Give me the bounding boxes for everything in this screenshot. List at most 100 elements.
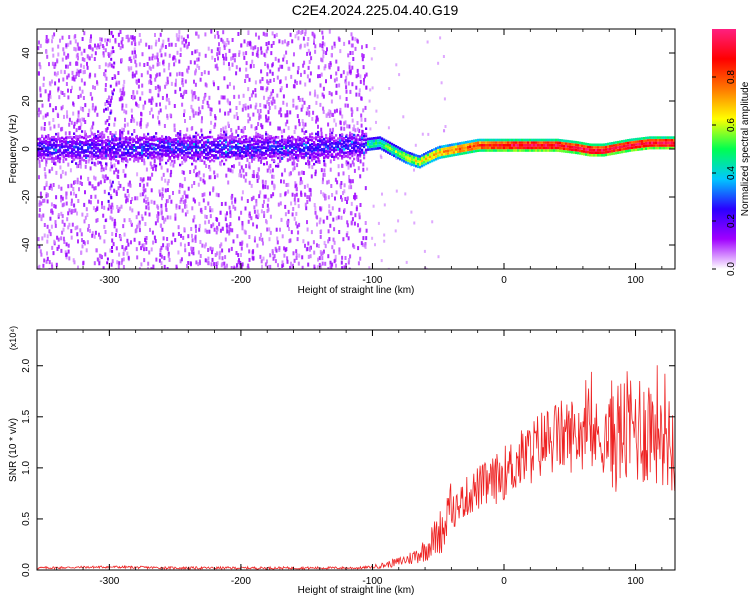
- spectrogram-cell: [287, 220, 290, 225]
- spectrogram-cell: [401, 148, 404, 151]
- spectrogram-cell: [301, 149, 304, 152]
- spectrogram-cell: [283, 246, 286, 251]
- spectrogram-cell: [585, 150, 588, 154]
- spectrogram-cell: [45, 149, 48, 152]
- spectrogram-cell: [347, 165, 350, 170]
- spectrogram-cell: [179, 133, 182, 136]
- spectrogram-cell: [101, 44, 104, 48]
- spectrogram-cell: [77, 154, 80, 158]
- spectrogram-cell: [178, 189, 181, 194]
- spectrogram-cell: [42, 213, 45, 218]
- spectrogram-cell: [453, 151, 456, 154]
- spectrogram-cell: [126, 189, 129, 193]
- spectrogram-cell: [212, 188, 215, 193]
- spectrogram-cell: [257, 54, 260, 59]
- spectrogram-cell: [369, 140, 372, 143]
- spectrogram-cell: [365, 143, 368, 147]
- spectrogram-cell: [286, 259, 289, 264]
- spectrogram-cell: [205, 136, 208, 139]
- spectrogram-cell: [149, 145, 152, 148]
- spectrogram-cell: [163, 141, 166, 144]
- spectrogram-cell: [200, 119, 203, 124]
- spectrogram-cell: [359, 143, 362, 147]
- spectrogram-cell: [321, 135, 324, 139]
- spectrogram-cell: [329, 167, 332, 172]
- spectrogram-cell: [419, 163, 422, 166]
- spectrogram-cell: [277, 202, 280, 207]
- spectrogram-cell: [77, 126, 80, 131]
- spectrogram-cell: [155, 39, 158, 44]
- spectrogram-cell: [311, 132, 314, 136]
- spectrogram-cell: [127, 182, 130, 187]
- spectrogram-cell: [145, 137, 148, 141]
- spectrogram-cell: [567, 139, 570, 143]
- spectrogram-cell: [169, 145, 172, 149]
- spectrogram-cell: [139, 192, 142, 197]
- spectrogram-cell: [133, 156, 136, 161]
- spectrogram-cell: [47, 151, 50, 154]
- spectrogram-cell: [297, 156, 300, 159]
- spectrogram-cell: [71, 144, 74, 148]
- spectrogram-cell: [47, 145, 50, 148]
- spectrogram-cell: [76, 42, 79, 47]
- spectrogram-cell: [122, 224, 125, 229]
- spectrogram-cell: [204, 220, 207, 225]
- spectrogram-cell: [341, 149, 344, 152]
- spectrogram-cell: [345, 139, 348, 142]
- spectrogram-cell: [70, 183, 73, 188]
- spectrogram-cell: [316, 94, 319, 99]
- spectrogram-cell: [63, 149, 66, 152]
- spectrogram-cell: [95, 137, 98, 140]
- spectrogram-cell: [358, 128, 361, 133]
- spectrogram-cell: [142, 177, 145, 182]
- spectrogram-cell: [322, 192, 325, 197]
- spectrogram-cell: [215, 230, 218, 235]
- spectrogram-cell: [333, 118, 336, 123]
- spectrogram-cell: [37, 113, 40, 118]
- spectrogram-cell: [253, 205, 256, 210]
- spectrogram-cell: [305, 151, 308, 155]
- spectrogram-cell: [479, 144, 482, 147]
- spectrogram-cell: [589, 153, 592, 157]
- spectrogram-cell: [555, 146, 558, 150]
- spectrogram-cell: [221, 39, 224, 44]
- spectrogram-cell: [316, 243, 318, 248]
- spectrogram-cell: [109, 38, 111, 43]
- spectrogram-cell: [623, 147, 626, 151]
- spectrogram-cell: [117, 181, 120, 185]
- spectrogram-cell: [226, 38, 229, 42]
- spectrogram-cell: [207, 248, 210, 252]
- spectrogram-cell: [349, 89, 352, 94]
- spectrogram-cell: [313, 250, 316, 255]
- spectrogram-cell: [160, 245, 163, 250]
- spectrogram-cell: [351, 65, 354, 70]
- spectrogram-cell: [215, 138, 218, 141]
- spectrogram-cell: [267, 96, 270, 101]
- spectrogram-cell: [599, 151, 602, 154]
- spectrogram-cell: [547, 141, 550, 144]
- spectrogram-cell: [79, 140, 82, 143]
- spectrogram-cell: [340, 195, 342, 200]
- spectrogram-cell: [603, 148, 606, 152]
- spectrogram-cell: [59, 143, 62, 147]
- spectrogram-cell: [625, 142, 628, 145]
- spectrogram-cell: [329, 140, 332, 143]
- spectrogram-cell: [99, 161, 102, 164]
- spectrogram-cell: [73, 260, 76, 265]
- spectrogram-cell: [317, 244, 320, 248]
- spectrogram-cell: [139, 38, 142, 43]
- spectrogram-cell: [39, 151, 42, 154]
- spectrogram-cell: [91, 151, 94, 154]
- spectrogram-cell: [116, 174, 119, 179]
- spectrogram-cell: [127, 143, 130, 147]
- spectrogram-cell: [307, 141, 310, 144]
- spectrogram-cell: [349, 69, 352, 74]
- spectrogram-cell: [339, 154, 342, 157]
- spectrogram-cell: [633, 140, 636, 144]
- spectrogram-cell: [73, 141, 76, 145]
- spectrogram-cell: [199, 177, 202, 182]
- spectrogram-cell: [77, 150, 80, 154]
- spectrogram-cell: [327, 239, 330, 244]
- spectrogram-cell: [325, 113, 328, 118]
- spectrogram-cell: [105, 162, 108, 166]
